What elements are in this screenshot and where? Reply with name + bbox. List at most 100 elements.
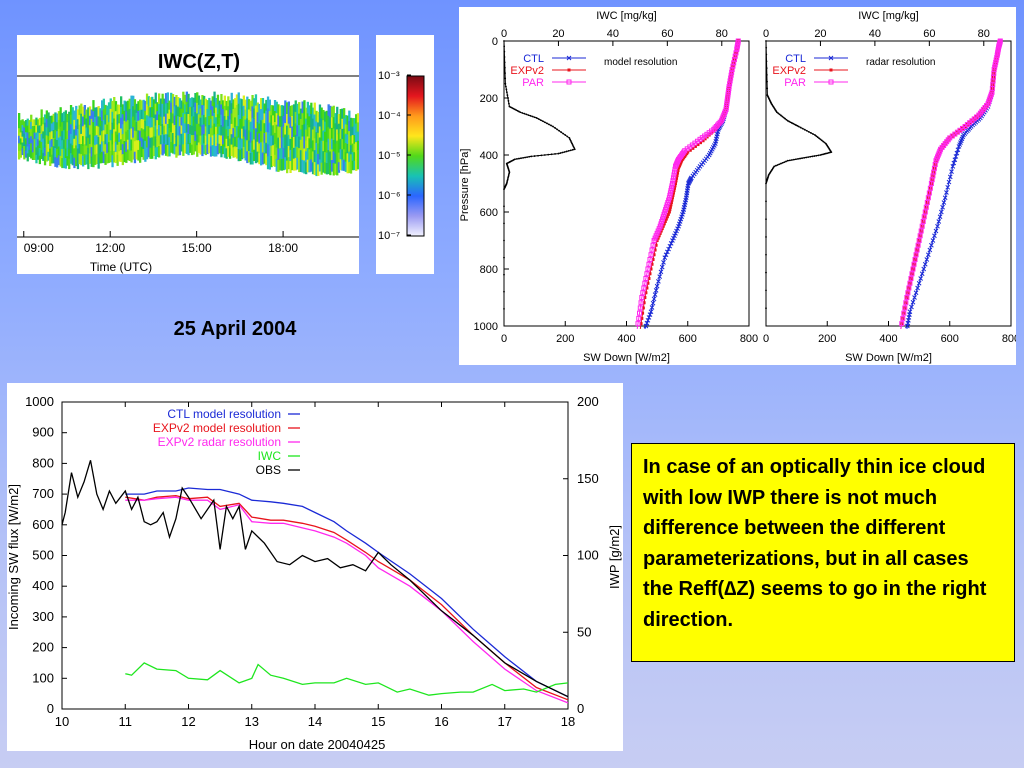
heatmap-cell xyxy=(37,139,40,147)
heatmap-cell xyxy=(56,148,59,159)
heatmap-cell xyxy=(47,136,50,145)
heatmap-cell xyxy=(187,144,190,156)
heatmap-cell xyxy=(270,145,273,157)
heatmap-cell xyxy=(106,152,109,164)
ctl-profile-line xyxy=(906,40,1001,329)
heatmap-cell xyxy=(286,114,289,127)
ctl-marker xyxy=(944,190,949,195)
heatmap-cell xyxy=(140,128,143,139)
heatmap-cell xyxy=(177,135,180,146)
heatmap-cell xyxy=(253,149,256,161)
heatmap-cell xyxy=(62,130,66,141)
iwc-profile-point xyxy=(522,156,524,159)
heatmap-cell xyxy=(154,125,157,138)
heatmap-cell xyxy=(225,100,228,112)
heatmap-cell xyxy=(318,148,322,161)
heatmap-cell xyxy=(194,121,197,133)
heatmap-cell xyxy=(222,135,225,146)
ctl-marker xyxy=(644,320,650,326)
par-marker xyxy=(712,125,718,131)
heatmap-cell xyxy=(215,126,218,138)
par-marker xyxy=(734,47,740,53)
iwc-profile-point xyxy=(507,97,509,99)
heatmap-cell xyxy=(211,96,214,108)
iwc-profile-point xyxy=(801,127,804,130)
flux-tick-label: 1000 xyxy=(25,394,54,409)
heatmap-cell xyxy=(54,130,57,141)
heatmap-cell xyxy=(114,121,118,133)
iwc-profile-point xyxy=(819,154,822,156)
iwc-profile-point xyxy=(504,85,507,88)
ctl-marker xyxy=(921,266,927,272)
flux-tick-label: 500 xyxy=(32,548,54,563)
heatmap-cell xyxy=(54,148,57,158)
par-marker xyxy=(909,271,915,277)
heatmap-cell xyxy=(237,126,240,139)
heatmap-cell xyxy=(334,143,337,155)
heatmap-cell xyxy=(54,112,57,123)
heatmap-cell xyxy=(311,140,315,153)
heatmap-cell xyxy=(258,143,261,155)
sw-axis-label: SW Down [W/m2] xyxy=(845,352,932,364)
heatmap-cell xyxy=(23,146,26,154)
heatmap-cell xyxy=(107,132,111,143)
heatmap-cell xyxy=(265,110,268,123)
summary-note: In case of an optically thin ice cloud w… xyxy=(631,443,1015,662)
ctl-marker xyxy=(656,278,661,284)
par-marker xyxy=(566,79,572,85)
iwc-heatmap: IWC(Z,T) 09:00 12:00 15:00 18:00 Time (UTC) xyxy=(17,51,360,274)
heatmap-cell xyxy=(215,107,218,119)
heatmap-cell xyxy=(177,116,180,127)
heatmap-cell xyxy=(116,114,119,126)
heatmap-cell xyxy=(242,116,245,128)
iwc-profile-point xyxy=(811,155,814,158)
heatmap-cell xyxy=(249,100,252,113)
iwc-profile-point xyxy=(543,121,546,124)
heatmap-cell xyxy=(189,107,192,117)
expv2-marker xyxy=(647,277,651,280)
heatmap-cell xyxy=(102,109,105,121)
ctl-marker xyxy=(956,144,962,149)
heatmap-cell xyxy=(196,92,199,104)
heatmap-cell xyxy=(83,134,86,146)
ctl-marker xyxy=(654,283,660,289)
heatmap-cell xyxy=(209,146,213,157)
heatmap-cell xyxy=(305,129,308,142)
flux-tick-label: 100 xyxy=(32,670,54,685)
heatmap-cell xyxy=(313,126,316,140)
ctl-marker xyxy=(661,259,666,265)
heatmap-cell xyxy=(284,157,287,170)
heatmap-cell xyxy=(206,144,209,155)
iwc-profile-point xyxy=(537,118,540,120)
iwc-profile-point xyxy=(573,148,576,151)
profile-subtitle: model resolution xyxy=(604,57,677,68)
heatmap-cell xyxy=(258,153,261,165)
ctl-marker xyxy=(667,243,673,249)
heatmap-cell xyxy=(120,128,123,141)
ctl-marker xyxy=(672,233,677,239)
expv2-marker xyxy=(671,191,675,195)
expv2-marker xyxy=(670,196,674,200)
ctl-marker xyxy=(955,147,961,153)
iwc-profile-point xyxy=(563,151,566,153)
heatmap-cell xyxy=(99,153,102,164)
heatmap-cell xyxy=(230,103,233,115)
iwc-profile-point xyxy=(765,73,768,76)
par-marker xyxy=(828,79,834,85)
iwp-tick-label: 50 xyxy=(577,624,591,639)
heatmap-cell xyxy=(265,99,268,112)
heatmap-cell xyxy=(199,117,202,128)
heatmap-cell xyxy=(171,123,175,135)
iwc-profile-point xyxy=(508,171,511,174)
heatmap-cell xyxy=(178,144,182,156)
date-label: 25 April 2004 xyxy=(173,318,297,340)
heatmap-cell xyxy=(152,99,156,110)
heatmap-cell xyxy=(168,137,171,148)
heatmap-cell xyxy=(38,133,41,142)
par-marker xyxy=(912,257,918,262)
heatmap-cell xyxy=(168,146,171,157)
expv2-marker xyxy=(673,184,677,188)
heatmap-cell xyxy=(128,139,131,151)
ctl-marker xyxy=(651,296,657,302)
heatmap-cell xyxy=(145,147,149,160)
